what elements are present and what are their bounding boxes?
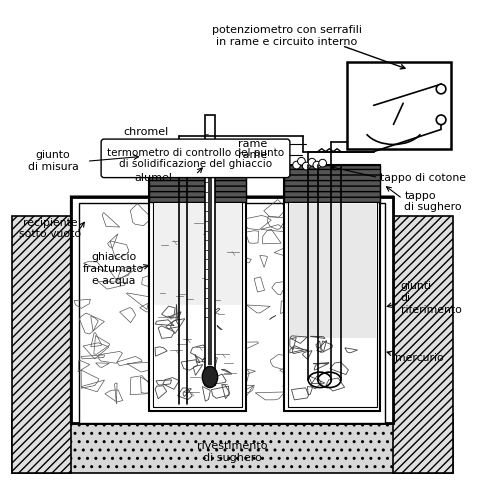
Circle shape — [297, 158, 305, 165]
Bar — [288, 202, 376, 407]
Text: tappo di cotone: tappo di cotone — [380, 173, 467, 183]
Bar — [79, 203, 385, 423]
Text: termometro di controllo del punto
di solidificazione del ghiaccio: termometro di controllo del punto di sol… — [107, 147, 284, 169]
Text: tappo
di sughero: tappo di sughero — [404, 191, 462, 213]
Bar — [149, 165, 246, 410]
Circle shape — [319, 159, 326, 167]
Text: rivestimento
di sughero: rivestimento di sughero — [197, 441, 268, 463]
Bar — [71, 197, 393, 423]
Circle shape — [183, 163, 189, 169]
Text: recipiente
sotto vuoto: recipiente sotto vuoto — [19, 218, 81, 240]
Bar — [12, 413, 453, 473]
Bar — [284, 165, 380, 410]
Bar — [153, 202, 242, 407]
Circle shape — [178, 158, 185, 164]
Bar — [205, 115, 215, 384]
Text: chromel: chromel — [124, 127, 169, 137]
Bar — [208, 144, 212, 365]
Text: ghiaccio
frantumato
e acqua: ghiaccio frantumato e acqua — [83, 252, 144, 286]
Bar — [12, 216, 71, 473]
Text: giunto
di misura: giunto di misura — [27, 150, 79, 172]
Circle shape — [173, 162, 180, 168]
Circle shape — [436, 115, 446, 125]
Text: alumel: alumel — [135, 173, 173, 183]
FancyBboxPatch shape — [101, 139, 290, 178]
Bar — [154, 305, 241, 406]
Bar — [393, 216, 453, 473]
Bar — [154, 204, 241, 305]
Bar — [149, 165, 246, 202]
Text: potenziometro con serrafili
in rame e circuito interno: potenziometro con serrafili in rame e ci… — [212, 25, 362, 47]
Bar — [347, 62, 451, 149]
Text: rame: rame — [239, 139, 268, 149]
Text: rame: rame — [239, 150, 268, 161]
Circle shape — [293, 161, 300, 169]
Bar — [289, 204, 375, 338]
Circle shape — [308, 158, 316, 166]
Text: giunti
di
riferimento: giunti di riferimento — [401, 281, 461, 315]
FancyBboxPatch shape — [71, 197, 393, 423]
Circle shape — [302, 162, 310, 170]
Bar — [284, 165, 380, 202]
Circle shape — [313, 161, 321, 169]
Circle shape — [436, 84, 446, 94]
Ellipse shape — [202, 366, 218, 387]
Text: mercurio: mercurio — [395, 353, 443, 363]
Circle shape — [187, 160, 194, 166]
